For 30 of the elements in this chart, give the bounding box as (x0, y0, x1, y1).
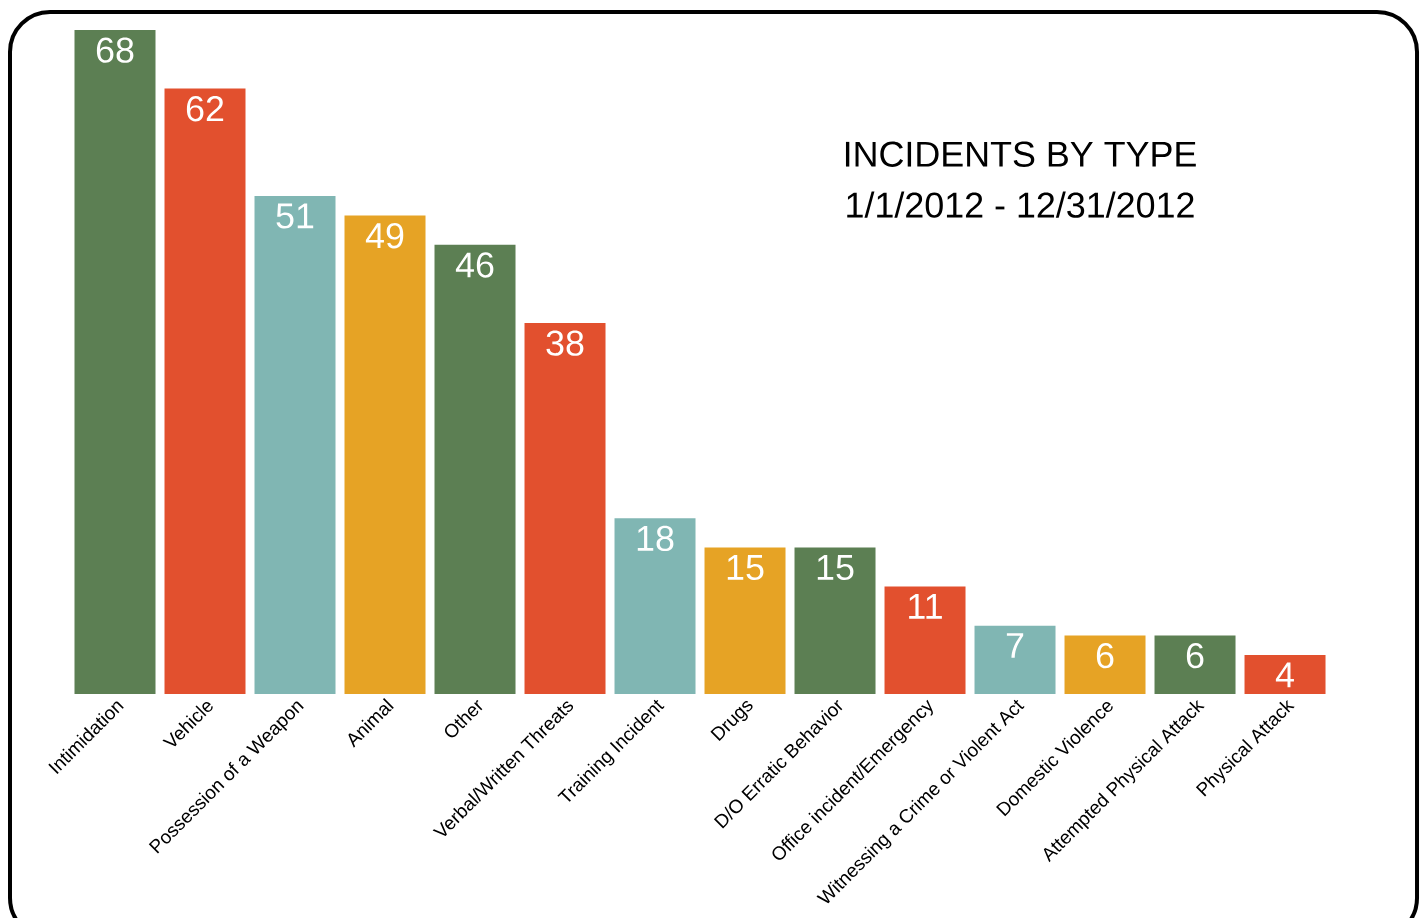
bar (1064, 635, 1146, 694)
data-label: 6 (1096, 642, 1114, 669)
bar (254, 195, 336, 694)
bar (164, 88, 246, 694)
data-label: 15 (727, 555, 764, 581)
bar (1244, 654, 1326, 694)
text: 1/1/2012 - 12/31/2012 (847, 191, 1194, 218)
data-label: 6 (1186, 642, 1204, 669)
bar (344, 215, 426, 694)
data-label: 51 (276, 203, 314, 229)
data-label: 49 (365, 223, 404, 249)
bar (884, 586, 966, 694)
bar (794, 547, 876, 694)
bar (614, 518, 696, 694)
bar (524, 322, 606, 694)
text: INCIDENTS BY TYPE (845, 141, 1196, 167)
data-label: 38 (546, 330, 584, 356)
data-label: 68 (96, 37, 134, 63)
data-label: 7 (1006, 633, 1024, 658)
bar (704, 547, 786, 694)
data-label: 62 (186, 96, 224, 122)
bar (74, 29, 156, 694)
bar (434, 244, 516, 694)
data-label: 15 (817, 555, 854, 581)
data-label: 4 (1275, 662, 1294, 688)
bar (974, 625, 1056, 694)
data-label: 46 (455, 252, 494, 278)
bar (1154, 635, 1236, 694)
data-label: 11 (909, 594, 942, 619)
data-label: 18 (637, 525, 674, 552)
